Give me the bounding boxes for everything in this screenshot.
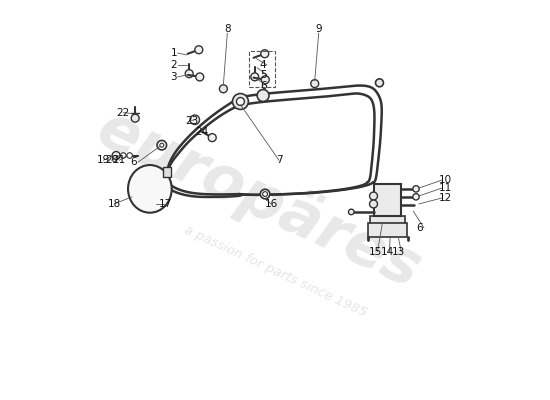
- Circle shape: [413, 186, 419, 192]
- Circle shape: [112, 152, 120, 160]
- Text: 20: 20: [105, 155, 118, 165]
- Text: 11: 11: [439, 183, 453, 193]
- Ellipse shape: [128, 165, 172, 213]
- Circle shape: [370, 200, 377, 208]
- Bar: [370, 216, 405, 224]
- Bar: [368, 223, 407, 236]
- Text: 17: 17: [159, 199, 172, 209]
- Circle shape: [261, 50, 269, 58]
- Text: 9: 9: [315, 24, 322, 34]
- Text: 6: 6: [417, 223, 424, 233]
- Circle shape: [257, 90, 269, 102]
- Circle shape: [190, 115, 200, 124]
- Text: 1: 1: [170, 48, 177, 58]
- Circle shape: [131, 114, 139, 122]
- Text: 6: 6: [131, 157, 138, 167]
- Text: 12: 12: [439, 193, 453, 203]
- Circle shape: [233, 94, 249, 110]
- Circle shape: [261, 76, 270, 84]
- Circle shape: [157, 140, 167, 150]
- Text: 23: 23: [185, 116, 198, 126]
- Text: 3: 3: [170, 72, 177, 82]
- Text: 16: 16: [265, 199, 278, 209]
- Text: 21: 21: [113, 155, 126, 165]
- Circle shape: [349, 209, 354, 215]
- Circle shape: [370, 192, 377, 200]
- Text: 24: 24: [195, 128, 208, 138]
- Circle shape: [251, 73, 258, 81]
- Text: 6: 6: [260, 80, 266, 90]
- Circle shape: [160, 143, 164, 147]
- Bar: [163, 167, 171, 177]
- Text: 2: 2: [170, 60, 177, 70]
- Circle shape: [236, 98, 244, 106]
- Circle shape: [195, 46, 203, 54]
- Circle shape: [127, 153, 133, 158]
- Circle shape: [413, 194, 419, 200]
- Circle shape: [185, 70, 193, 78]
- Text: 7: 7: [276, 155, 282, 165]
- Text: a passion for parts since 1985: a passion for parts since 1985: [182, 223, 368, 320]
- Circle shape: [376, 79, 383, 87]
- Bar: [373, 184, 400, 216]
- Circle shape: [260, 189, 270, 199]
- Text: 5: 5: [260, 70, 266, 80]
- Text: 15: 15: [368, 247, 382, 257]
- Circle shape: [311, 80, 318, 88]
- Text: 13: 13: [392, 247, 405, 257]
- Circle shape: [120, 153, 126, 158]
- Circle shape: [263, 192, 267, 196]
- Text: 4: 4: [260, 60, 266, 70]
- Circle shape: [208, 134, 216, 142]
- Text: 22: 22: [117, 108, 130, 118]
- Text: europäres: europäres: [88, 99, 431, 301]
- Text: 8: 8: [224, 24, 230, 34]
- Text: 14: 14: [381, 247, 394, 257]
- Text: 10: 10: [439, 175, 452, 185]
- Circle shape: [219, 85, 227, 93]
- Text: 19: 19: [97, 155, 110, 165]
- Text: 18: 18: [107, 199, 121, 209]
- Circle shape: [196, 73, 204, 81]
